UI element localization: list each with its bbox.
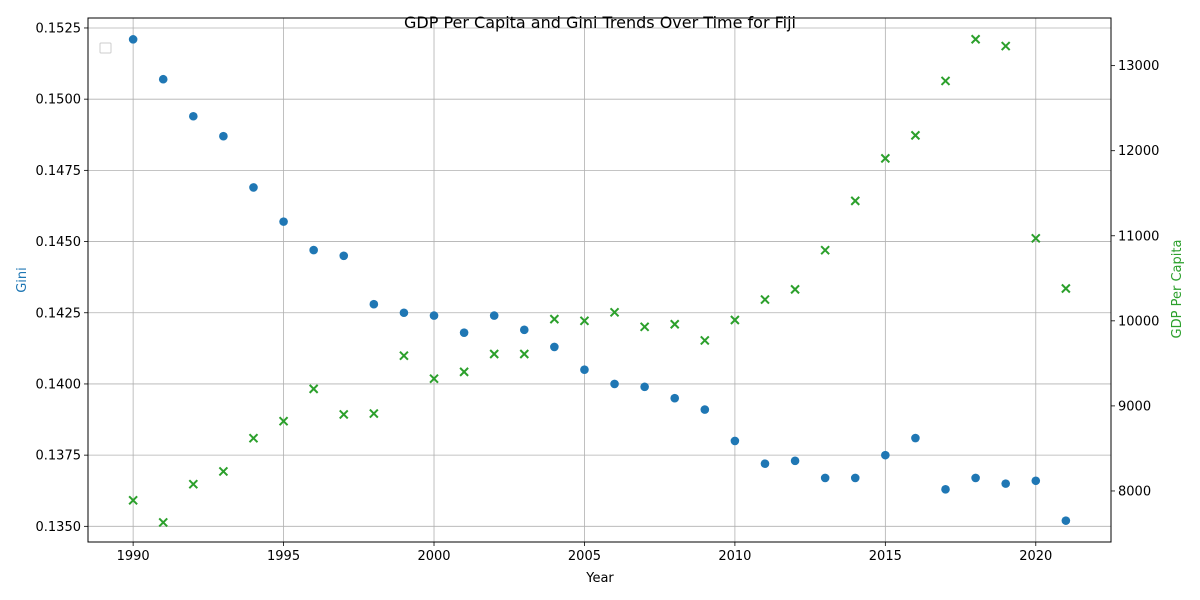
right-tick-label: 12000 (1118, 144, 1159, 159)
gdp-point (700, 335, 710, 346)
left-tick-label: 0.1525 (36, 21, 82, 36)
gini-point (670, 393, 680, 403)
gdp-point (519, 349, 529, 359)
right-axis-ticks: 8000 9000 10000 11000 12000 13000 (1111, 59, 1159, 499)
gini-point (580, 365, 589, 375)
gdp-point (489, 349, 499, 359)
gdp-point (1061, 283, 1071, 294)
left-tick-label: 0.1400 (36, 377, 82, 392)
gini-point (610, 379, 619, 389)
x-axis-ticks: 1990 1995 2000 2005 2010 2015 2020 (117, 542, 1052, 564)
left-tick-label: 0.1375 (36, 449, 82, 464)
gini-point (640, 382, 649, 392)
gini-point (459, 328, 469, 337)
gdp-point (339, 409, 349, 420)
gdp-point (369, 408, 379, 419)
x-tick-label: 2005 (568, 549, 601, 564)
x-tick-label: 2000 (417, 549, 450, 564)
gini-point (519, 325, 529, 335)
gdp-point (459, 367, 469, 377)
gini-point (219, 131, 228, 141)
gini-point (730, 436, 740, 446)
gdp-point (188, 479, 199, 489)
left-axis-label: Gini (15, 267, 30, 293)
x-tick-label: 2010 (718, 549, 751, 564)
gini-point (941, 485, 950, 494)
left-tick-label: 0.1475 (36, 164, 82, 179)
plot-frame (87, 17, 1112, 543)
gdp-point (549, 314, 560, 324)
gdp-point (639, 322, 650, 332)
gdp-point (850, 196, 860, 206)
gini-point (550, 342, 559, 352)
gdp-point (970, 34, 981, 44)
gini-point (339, 251, 349, 261)
gini-point (489, 311, 499, 320)
x-tick-label: 2015 (869, 549, 902, 564)
gdp-point (670, 319, 680, 329)
x-tick-label: 1990 (117, 549, 150, 564)
gini-point (911, 433, 920, 443)
gdp-point (429, 373, 439, 384)
gdp-point (730, 315, 740, 325)
chart-title: GDP Per Capita and Gini Trends Over Time… (404, 13, 796, 32)
x-axis-label: Year (585, 571, 614, 586)
gini-point (971, 473, 980, 483)
gini-point (790, 456, 800, 466)
gdp-point (218, 466, 229, 477)
gini-point (399, 308, 409, 318)
gdp-point (760, 294, 770, 305)
right-tick-label: 11000 (1118, 229, 1159, 244)
gini-point (1001, 479, 1010, 488)
right-tick-label: 8000 (1118, 484, 1151, 499)
gini-point (820, 473, 830, 483)
gdp-point (790, 284, 800, 295)
gdp-series (128, 34, 1071, 528)
gini-point (249, 183, 258, 192)
gini-point (128, 35, 138, 44)
gdp-point (128, 495, 138, 506)
gdp-point (880, 153, 891, 164)
left-tick-label: 0.1500 (36, 93, 82, 108)
left-tick-label: 0.1425 (36, 306, 82, 321)
right-axis-label: GDP Per Capita (1170, 240, 1185, 339)
right-tick-label: 13000 (1118, 59, 1159, 74)
gdp-point (910, 130, 921, 141)
gdp-point (308, 384, 319, 394)
gini-point (1031, 476, 1041, 486)
gini-point (881, 450, 890, 460)
gdp-point (609, 307, 620, 318)
gini-point (760, 459, 770, 468)
right-tick-label: 9000 (1118, 399, 1151, 414)
gini-point (279, 217, 288, 226)
legend-box (99, 42, 112, 54)
gdp-point (399, 351, 409, 361)
gini-point (309, 245, 318, 255)
gini-point (189, 111, 198, 121)
gdp-point (1031, 233, 1041, 244)
gdp-point (820, 245, 830, 255)
gini-series (128, 35, 1071, 525)
gini-point (369, 299, 379, 309)
right-tick-label: 10000 (1118, 314, 1159, 329)
x-tick-label: 1995 (267, 549, 300, 564)
gini-point (700, 405, 710, 414)
left-axis-ticks: 0.1350 0.1375 0.1400 0.1425 0.1450 0.1475 0.15… (36, 21, 88, 535)
x-tick-label: 2020 (1019, 549, 1052, 564)
gdp-point (278, 416, 289, 426)
gdp-point (940, 76, 951, 86)
gdp-point (248, 433, 259, 443)
gini-point (1061, 516, 1071, 525)
gdp-point (1000, 41, 1011, 51)
gini-point (158, 74, 168, 84)
left-tick-label: 0.1450 (36, 235, 82, 250)
gdp-point (158, 517, 168, 528)
left-tick-label: 0.1350 (36, 520, 82, 535)
gini-point (850, 473, 860, 483)
gini-point (429, 311, 439, 320)
gdp-point (579, 316, 590, 326)
grid-lines (88, 18, 1111, 542)
